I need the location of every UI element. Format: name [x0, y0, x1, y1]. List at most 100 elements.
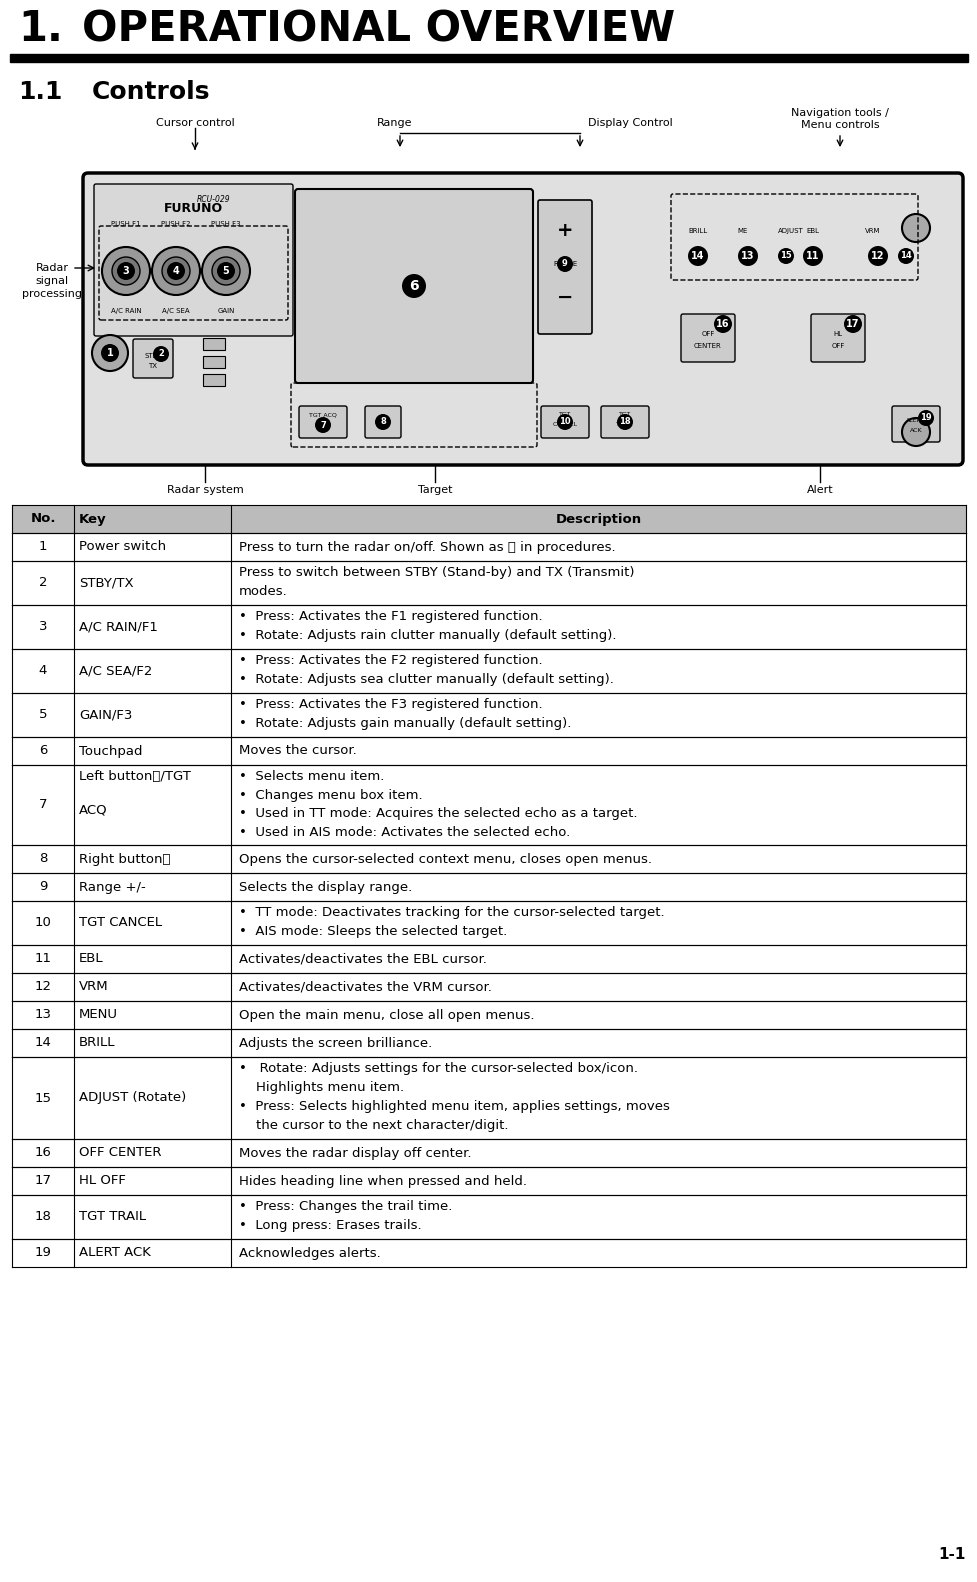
Text: 3: 3: [122, 266, 129, 275]
Text: RCU-029: RCU-029: [196, 196, 230, 204]
Bar: [12, 505, 965, 533]
Text: ME: ME: [737, 228, 747, 234]
Circle shape: [202, 247, 250, 294]
Text: •  Used in AIS mode: Activates the selected echo.: • Used in AIS mode: Activates the select…: [238, 826, 570, 838]
Text: OFF: OFF: [830, 343, 844, 350]
Text: •  Press: Activates the F3 registered function.: • Press: Activates the F3 registered fun…: [238, 698, 542, 710]
Bar: [12, 737, 965, 766]
Text: •  AIS mode: Sleeps the selected target.: • AIS mode: Sleeps the selected target.: [238, 925, 507, 938]
Circle shape: [557, 256, 573, 272]
Text: VRM: VRM: [865, 228, 880, 234]
Text: ADJUST: ADJUST: [778, 228, 803, 234]
Text: •  Press: Selects highlighted menu item, applies settings, moves: • Press: Selects highlighted menu item, …: [238, 1099, 669, 1114]
Bar: [12, 902, 965, 944]
Text: Acknowledges alerts.: Acknowledges alerts.: [238, 1247, 380, 1259]
Text: HL OFF: HL OFF: [79, 1174, 126, 1188]
Text: 2: 2: [158, 350, 164, 359]
Text: 13: 13: [741, 252, 754, 261]
Circle shape: [738, 245, 757, 266]
Bar: [12, 533, 965, 562]
Text: TRAIL: TRAIL: [616, 422, 633, 427]
Text: ALERT ACK: ALERT ACK: [79, 1247, 150, 1259]
Text: •  TT mode: Deactivates tracking for the cursor-selected target.: • TT mode: Deactivates tracking for the …: [238, 906, 664, 919]
Bar: [12, 845, 965, 873]
Bar: [12, 1168, 965, 1194]
FancyBboxPatch shape: [540, 407, 588, 438]
Text: EBL: EBL: [806, 228, 819, 234]
Text: TGT: TGT: [618, 413, 630, 418]
Text: Selects the display range.: Selects the display range.: [238, 881, 412, 894]
FancyBboxPatch shape: [537, 199, 591, 334]
Text: Adjusts the screen brilliance.: Adjusts the screen brilliance.: [238, 1036, 432, 1049]
Text: PUSH F1: PUSH F1: [111, 221, 141, 226]
FancyBboxPatch shape: [94, 184, 293, 335]
Text: 16: 16: [715, 320, 729, 329]
Text: 6: 6: [39, 745, 47, 758]
Bar: [203, 339, 225, 350]
Text: Press to turn the radar on/off. Shown as ⒨ in procedures.: Press to turn the radar on/off. Shown as…: [238, 541, 615, 554]
Text: 4: 4: [39, 664, 47, 677]
Bar: [12, 649, 965, 693]
Text: modes.: modes.: [238, 585, 287, 598]
Bar: [203, 373, 225, 386]
Text: Hides heading line when pressed and held.: Hides heading line when pressed and held…: [238, 1174, 527, 1188]
Bar: [12, 973, 965, 1001]
Text: No.: No.: [30, 513, 56, 525]
Text: 9: 9: [562, 259, 568, 269]
Text: 5: 5: [39, 709, 47, 721]
Text: A/C SEA/F2: A/C SEA/F2: [79, 664, 152, 677]
Text: 19: 19: [919, 413, 931, 422]
Text: A/C RAIN/F1: A/C RAIN/F1: [79, 620, 157, 633]
Text: ACK: ACK: [909, 427, 921, 432]
Circle shape: [151, 247, 199, 294]
FancyBboxPatch shape: [810, 313, 864, 362]
Text: 18: 18: [618, 418, 630, 427]
Text: STBY/TX: STBY/TX: [79, 576, 134, 590]
Text: Cursor control: Cursor control: [155, 119, 234, 128]
Text: 8: 8: [380, 418, 386, 427]
Text: −: −: [556, 288, 573, 307]
Text: •  Used in TT mode: Acquires the selected echo as a target.: • Used in TT mode: Acquires the selected…: [238, 807, 637, 819]
Text: Range +/-: Range +/-: [79, 881, 146, 894]
Text: 13: 13: [34, 1008, 52, 1022]
Text: •  Long press: Erases trails.: • Long press: Erases trails.: [238, 1220, 421, 1232]
Text: •  Rotate: Adjusts rain clutter manually (default setting).: • Rotate: Adjusts rain clutter manually …: [238, 630, 616, 642]
Text: TGT: TGT: [558, 413, 571, 418]
Bar: [12, 873, 965, 902]
Bar: [12, 766, 965, 845]
FancyBboxPatch shape: [891, 407, 939, 441]
Text: BRILL: BRILL: [688, 228, 707, 234]
Text: 1: 1: [39, 541, 47, 554]
Text: Radar system: Radar system: [166, 486, 243, 495]
Circle shape: [687, 245, 707, 266]
Circle shape: [402, 274, 426, 297]
Text: Moves the radar display off center.: Moves the radar display off center.: [238, 1147, 471, 1160]
Circle shape: [101, 343, 119, 362]
Text: +: +: [556, 220, 573, 239]
Circle shape: [713, 315, 731, 332]
Text: 18: 18: [34, 1210, 52, 1223]
Text: ACQ: ACQ: [79, 804, 107, 816]
Text: A/C RAIN: A/C RAIN: [110, 308, 141, 313]
Text: •  Press: Activates the F2 registered function.: • Press: Activates the F2 registered fun…: [238, 653, 542, 668]
Text: Range: Range: [377, 119, 412, 128]
Text: PUSH F2: PUSH F2: [161, 221, 191, 226]
Circle shape: [901, 214, 929, 242]
Text: Touchpad: Touchpad: [79, 745, 143, 758]
Text: 1-1: 1-1: [938, 1547, 965, 1561]
Text: 14: 14: [34, 1036, 52, 1049]
Circle shape: [315, 418, 330, 433]
Text: RANGE: RANGE: [552, 261, 576, 267]
Text: OFF CENTER: OFF CENTER: [79, 1147, 161, 1160]
Text: 14: 14: [691, 252, 704, 261]
Text: OFF: OFF: [701, 331, 714, 337]
Text: 17: 17: [845, 320, 859, 329]
Circle shape: [117, 263, 135, 280]
Text: 4: 4: [173, 266, 179, 275]
Text: 7: 7: [319, 421, 325, 429]
Text: GAIN/F3: GAIN/F3: [79, 709, 132, 721]
Text: CENTER: CENTER: [694, 343, 721, 350]
Text: 10: 10: [559, 418, 571, 427]
Text: Navigation tools /: Navigation tools /: [790, 108, 888, 119]
Text: Activates/deactivates the EBL cursor.: Activates/deactivates the EBL cursor.: [238, 952, 487, 965]
